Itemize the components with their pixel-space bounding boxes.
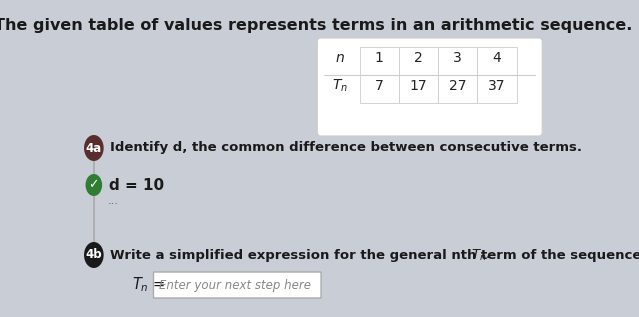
Bar (477, 75, 516, 103)
Circle shape (86, 174, 102, 196)
Circle shape (84, 135, 104, 161)
Text: 17: 17 (410, 79, 427, 93)
Bar (360, 75, 399, 103)
Text: Enter your next step here: Enter your next step here (158, 279, 311, 292)
Text: 1: 1 (374, 51, 383, 65)
Text: ...: ... (107, 196, 118, 206)
Text: 7: 7 (375, 79, 383, 93)
Bar (438, 47, 477, 75)
Bar (438, 75, 477, 103)
Text: 27: 27 (449, 79, 466, 93)
Text: 37: 37 (488, 79, 505, 93)
Text: 2: 2 (414, 51, 423, 65)
Text: 4b: 4b (86, 249, 102, 262)
Circle shape (84, 242, 104, 268)
Text: 3: 3 (453, 51, 462, 65)
Bar (477, 47, 516, 75)
Bar (360, 47, 399, 75)
Text: $T_n$.: $T_n$. (472, 248, 491, 262)
Bar (399, 75, 438, 103)
Text: n: n (335, 51, 344, 65)
Text: 4a: 4a (86, 141, 102, 154)
Bar (399, 47, 438, 75)
FancyBboxPatch shape (153, 272, 321, 298)
Text: $T_n$ =: $T_n$ = (132, 276, 165, 294)
Text: 4: 4 (493, 51, 502, 65)
FancyBboxPatch shape (318, 38, 543, 136)
Text: d = 10: d = 10 (109, 178, 164, 192)
Text: ✓: ✓ (89, 178, 99, 191)
Text: The given table of values represents terms in an arithmetic sequence.: The given table of values represents ter… (0, 18, 632, 33)
Text: Write a simplified expression for the general nth term of the sequence,: Write a simplified expression for the ge… (110, 249, 639, 262)
Text: $T_n$: $T_n$ (332, 78, 348, 94)
Text: Identify d, the common difference between consecutive terms.: Identify d, the common difference betwee… (110, 141, 581, 154)
